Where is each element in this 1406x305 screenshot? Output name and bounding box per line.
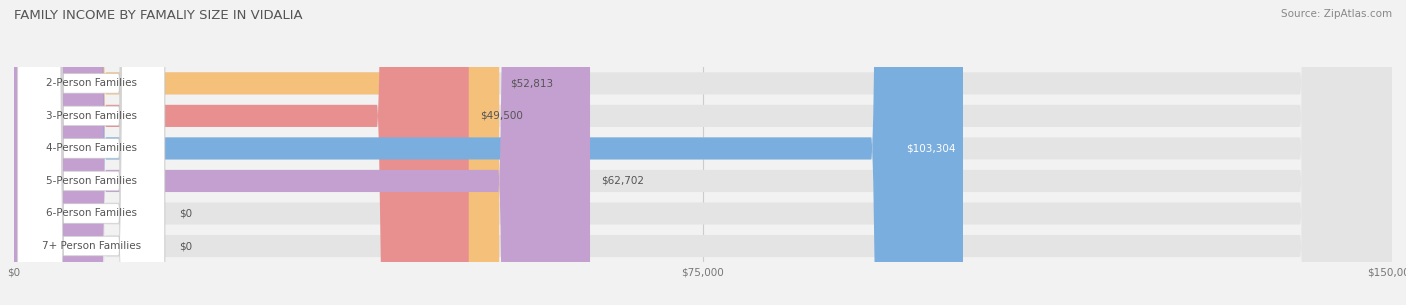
FancyBboxPatch shape [14,0,468,305]
FancyBboxPatch shape [18,0,165,305]
Text: 5-Person Families: 5-Person Families [46,176,136,186]
FancyBboxPatch shape [14,0,963,305]
FancyBboxPatch shape [14,0,1392,305]
FancyBboxPatch shape [14,0,591,305]
Text: $52,813: $52,813 [510,78,554,88]
FancyBboxPatch shape [14,0,1392,305]
FancyBboxPatch shape [14,0,1392,305]
Text: $62,702: $62,702 [600,176,644,186]
Text: 6-Person Families: 6-Person Families [46,209,136,218]
Text: 3-Person Families: 3-Person Families [46,111,136,121]
Text: $0: $0 [180,209,193,218]
FancyBboxPatch shape [14,0,1392,305]
Text: $0: $0 [180,241,193,251]
FancyBboxPatch shape [14,0,499,305]
FancyBboxPatch shape [18,0,165,305]
Text: 2-Person Families: 2-Person Families [46,78,136,88]
FancyBboxPatch shape [18,0,165,305]
Text: 7+ Person Families: 7+ Person Families [42,241,141,251]
Text: Source: ZipAtlas.com: Source: ZipAtlas.com [1281,9,1392,19]
Text: $103,304: $103,304 [905,143,956,153]
Text: $49,500: $49,500 [479,111,523,121]
FancyBboxPatch shape [18,0,165,305]
FancyBboxPatch shape [18,0,165,305]
FancyBboxPatch shape [14,0,1392,305]
Text: 4-Person Families: 4-Person Families [46,143,136,153]
FancyBboxPatch shape [14,0,1392,305]
Text: FAMILY INCOME BY FAMALIY SIZE IN VIDALIA: FAMILY INCOME BY FAMALIY SIZE IN VIDALIA [14,9,302,22]
FancyBboxPatch shape [18,0,165,305]
